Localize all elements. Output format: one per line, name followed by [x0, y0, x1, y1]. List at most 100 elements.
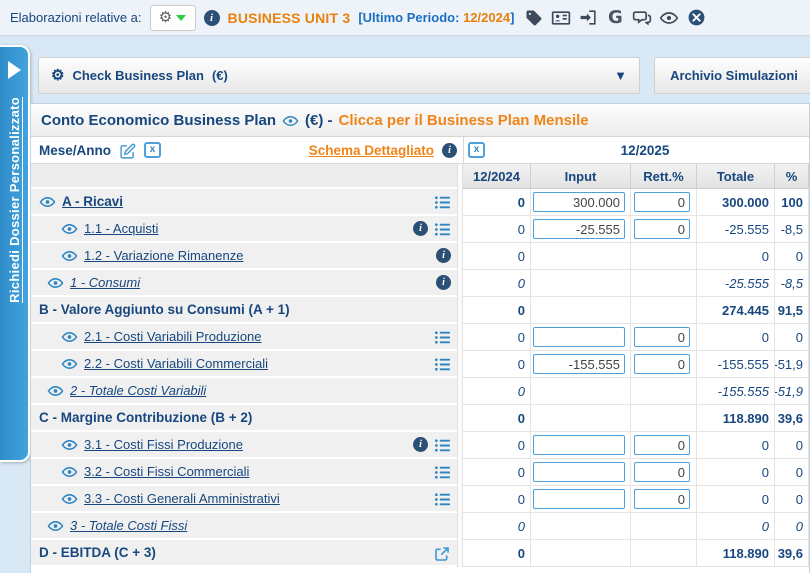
totale-value: 274.445	[697, 297, 775, 324]
row-label[interactable]: 2 - Totale Costi Variabili	[70, 383, 207, 398]
list-icon[interactable]	[434, 492, 451, 506]
info-icon[interactable]: i	[436, 275, 451, 290]
pct-value: 0	[775, 513, 809, 540]
month-year-header: Mese/Anno	[39, 142, 112, 158]
settings-dropdown-button[interactable]: ⚙	[149, 4, 196, 31]
close-year-icon[interactable]: x	[468, 142, 485, 158]
list-icon[interactable]	[434, 465, 451, 479]
close-icon[interactable]	[686, 8, 706, 28]
contact-card-icon[interactable]	[551, 8, 571, 28]
row-label[interactable]: C - Margine Contribuzione (B + 2)	[39, 410, 253, 425]
info-icon[interactable]: i	[203, 9, 220, 26]
export-icon[interactable]	[578, 8, 598, 28]
schema-dettagliato-link[interactable]: Schema Dettagliato	[308, 142, 434, 158]
col-header-prev: 12/2024	[463, 164, 531, 189]
eye-icon[interactable]	[61, 330, 78, 344]
eye-icon[interactable]	[47, 519, 64, 533]
eye-icon[interactable]	[61, 492, 78, 506]
external-link-icon[interactable]	[434, 546, 451, 561]
eye-icon[interactable]	[61, 357, 78, 371]
rett-field[interactable]	[634, 327, 690, 347]
list-icon[interactable]	[434, 357, 451, 371]
row-label[interactable]: 1 - Consumi	[70, 275, 141, 290]
eye-icon[interactable]	[47, 276, 64, 290]
pct-value: 100	[775, 189, 809, 216]
rett-cell	[631, 459, 697, 486]
eye-icon[interactable]	[61, 249, 78, 263]
input-field[interactable]	[533, 192, 625, 212]
monthly-plan-link[interactable]: Clicca per il Business Plan Mensile	[338, 111, 589, 129]
eye-icon[interactable]	[61, 222, 78, 236]
input-field[interactable]	[533, 327, 625, 347]
prev-value: 0	[463, 324, 531, 351]
rett-field[interactable]	[634, 489, 690, 509]
row-label[interactable]: 2.2 - Costi Variabili Commerciali	[84, 356, 268, 371]
tag-icon[interactable]	[524, 8, 544, 28]
plan-currency: (€)	[211, 68, 228, 83]
row-label-cell: B - Valore Aggiunto su Consumi (A + 1) i	[31, 297, 457, 324]
info-icon[interactable]: i	[436, 248, 451, 263]
prev-value: 0	[463, 270, 531, 297]
info-icon[interactable]: i	[442, 142, 457, 158]
pct-value: 0	[775, 486, 809, 513]
pct-value: 0	[775, 243, 809, 270]
totale-value: -25.555	[697, 216, 775, 243]
input-field[interactable]	[533, 489, 625, 509]
input-cell	[531, 459, 631, 486]
row-label-cell: D - EBITDA (C + 3) i	[31, 540, 457, 567]
input-field[interactable]	[533, 435, 625, 455]
row-label[interactable]: D - EBITDA (C + 3)	[39, 545, 156, 560]
rett-field[interactable]	[634, 435, 690, 455]
list-icon[interactable]	[434, 222, 451, 236]
prev-value: 0	[463, 513, 531, 540]
info-icon[interactable]: i	[413, 437, 428, 452]
row-label[interactable]: 3.2 - Costi Fissi Commerciali	[84, 464, 250, 479]
last-period-label: [Ultimo Periodo: 12/2024]	[358, 10, 515, 25]
row-label-cell: A - Ricavi i	[31, 189, 457, 216]
clear-column-icon[interactable]: x	[144, 142, 162, 158]
dossier-tab-label: Richiedi Dossier Personalizzato	[6, 97, 22, 303]
eye-icon[interactable]	[39, 195, 56, 209]
totale-value: -155.555	[697, 378, 775, 405]
table-row: 2.1 - Costi Variabili Produzione i 0 0 0	[31, 324, 809, 351]
eye-icon[interactable]	[47, 384, 64, 398]
archive-simulations-button[interactable]: Archivio Simulazioni	[654, 57, 810, 94]
table-row: A - Ricavi i 0 300.000 100	[31, 189, 809, 216]
rett-field[interactable]	[634, 462, 690, 482]
row-label[interactable]: 1.1 - Acquisti	[84, 221, 159, 236]
eye-icon[interactable]	[659, 8, 679, 28]
rett-cell	[631, 297, 697, 324]
input-field[interactable]	[533, 354, 625, 374]
year-header-cell: x 12/2025	[463, 137, 809, 163]
chat-icon[interactable]	[632, 8, 652, 28]
list-icon[interactable]	[434, 195, 451, 209]
input-field[interactable]	[533, 462, 625, 482]
eye-icon[interactable]	[61, 465, 78, 479]
list-icon[interactable]	[434, 330, 451, 344]
eye-icon[interactable]	[282, 113, 299, 127]
input-cell	[531, 486, 631, 513]
table-row: 1.2 - Variazione Rimanenze i 0 0 0	[31, 243, 809, 270]
row-label[interactable]: 3 - Totale Costi Fissi	[70, 518, 188, 533]
google-icon[interactable]: G	[608, 7, 623, 28]
eye-icon[interactable]	[61, 438, 78, 452]
row-label[interactable]: 1.2 - Variazione Rimanenze	[84, 248, 244, 263]
list-icon[interactable]	[434, 438, 451, 452]
input-cell	[531, 189, 631, 216]
rett-field[interactable]	[634, 219, 690, 239]
expand-arrow-icon	[7, 61, 21, 79]
input-field[interactable]	[533, 219, 625, 239]
row-label[interactable]: A - Ricavi	[62, 194, 124, 209]
row-label[interactable]: 3.3 - Costi Generali Amministrativi	[84, 491, 280, 506]
gear-icon: ⚙	[158, 9, 173, 26]
edit-icon[interactable]	[119, 143, 136, 159]
rett-field[interactable]	[634, 354, 690, 374]
row-label[interactable]: 2.1 - Costi Variabili Produzione	[84, 329, 262, 344]
info-icon[interactable]: i	[413, 221, 428, 236]
table-row: C - Margine Contribuzione (B + 2) i 0 11…	[31, 405, 809, 432]
row-label[interactable]: 3.1 - Costi Fissi Produzione	[84, 437, 243, 452]
rett-field[interactable]	[634, 192, 690, 212]
dossier-side-tab[interactable]: Richiedi Dossier Personalizzato	[0, 45, 30, 462]
row-label[interactable]: B - Valore Aggiunto su Consumi (A + 1)	[39, 302, 290, 317]
plan-selector-button[interactable]: ⚙ Check Business Plan (€) ▼	[38, 57, 640, 94]
